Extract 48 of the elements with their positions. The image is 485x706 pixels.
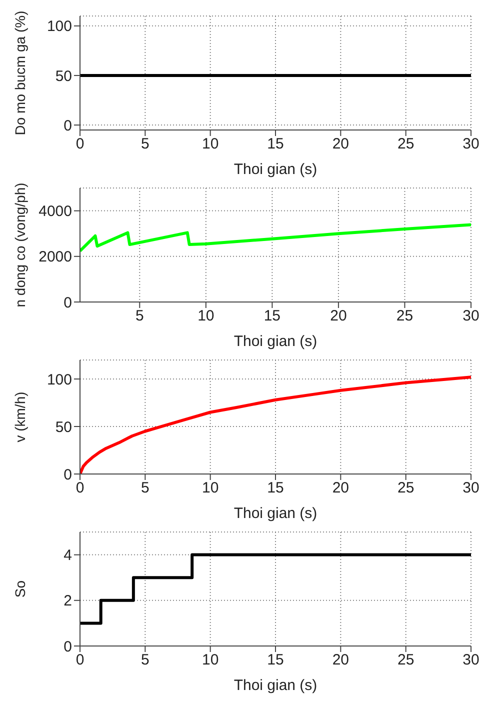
x-tick-label: 25 [397, 480, 414, 497]
y-axis-title: n dong co (vong/ph) [12, 182, 28, 308]
y-tick-label: 4000 [38, 203, 72, 220]
y-axis-title: v (km/h) [12, 392, 28, 442]
x-tick-label: 10 [198, 308, 214, 325]
y-tick-label: 2000 [38, 248, 72, 266]
x-axis-title: Thoi gian (s) [234, 677, 318, 694]
x-tick-label: 15 [267, 652, 284, 669]
y-tick-label: 50 [55, 68, 72, 85]
y-tick-label: 100 [46, 18, 72, 36]
y-tick-label: 0 [64, 117, 72, 134]
y-axis-title: Do mo bucm ga (%) [12, 10, 28, 136]
x-tick-label: 0 [76, 652, 84, 669]
x-tick-label: 30 [462, 136, 480, 153]
x-tick-label: 25 [397, 136, 414, 153]
y-tick-label: 4 [64, 547, 72, 564]
x-tick-label: 30 [462, 308, 480, 325]
x-tick-label: 10 [202, 136, 219, 153]
x-tick-label: 25 [397, 652, 414, 669]
x-axis-title: Thoi gian (s) [234, 505, 318, 522]
x-tick-label: 5 [140, 480, 150, 497]
x-tick-label: 30 [462, 480, 480, 497]
x-tick-label: 10 [202, 480, 219, 497]
y-axis-title: So [12, 580, 28, 598]
x-tick-label: 5 [140, 652, 150, 669]
y-tick-label: 0 [64, 638, 72, 656]
x-tick-label: 0 [76, 136, 84, 153]
x-axis-title: Thoi gian (s) [234, 161, 318, 178]
x-tick-label: 30 [462, 652, 480, 669]
y-tick-label: 100 [46, 371, 72, 388]
x-tick-label: 15 [267, 136, 284, 153]
y-tick-label: 2 [64, 592, 72, 610]
x-tick-label: 20 [332, 652, 350, 669]
x-tick-label: 15 [267, 480, 284, 497]
x-tick-label: 5 [135, 308, 144, 325]
x-tick-label: 20 [330, 308, 347, 325]
x-tick-label: 0 [76, 480, 84, 497]
line-series [80, 223, 471, 252]
x-tick-label: 5 [140, 136, 150, 153]
y-tick-label: 0 [64, 466, 72, 484]
x-tick-label: 20 [332, 136, 350, 153]
y-tick-label: 0 [64, 294, 72, 312]
x-tick-label: 20 [332, 480, 350, 497]
x-tick-label: 25 [396, 308, 414, 325]
x-axis-title: Thoi gian (s) [234, 333, 318, 350]
x-tick-label: 10 [202, 652, 219, 669]
y-tick-label: 50 [55, 418, 72, 436]
x-tick-label: 15 [264, 308, 281, 325]
